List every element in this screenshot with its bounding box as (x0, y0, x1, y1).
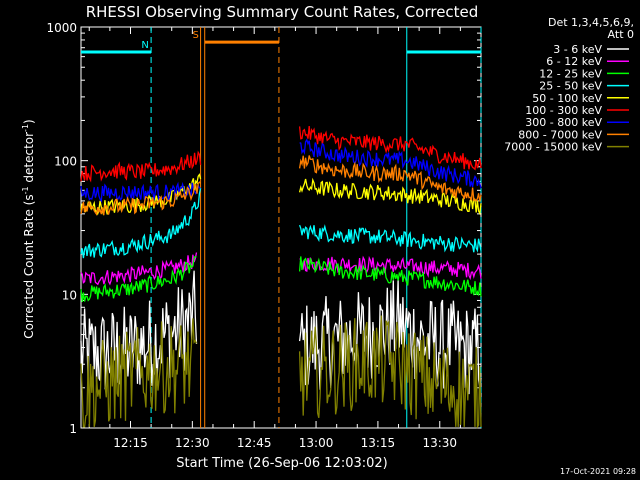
detectors-label: Det 1,3,4,5,6,9, (548, 16, 634, 29)
series-line (298, 155, 482, 202)
y-tick-label: 10 (62, 288, 77, 302)
x-tick-label: 12:30 (175, 436, 210, 450)
flag-label: N (141, 40, 148, 51)
series-line (80, 252, 198, 286)
x-tick-label: 12:45 (237, 436, 272, 450)
legend-label: 800 - 7000 keV (518, 128, 602, 141)
x-tick-label: 13:30 (422, 436, 457, 450)
y-tick-label: 100 (54, 155, 77, 169)
legend-label: 3 - 6 keV (553, 43, 602, 56)
x-tick-label: 12:15 (113, 436, 148, 450)
series-line (298, 256, 482, 297)
series-line (298, 224, 482, 253)
legend-label: 7000 - 15000 keV (504, 141, 602, 154)
flag-label: S (193, 30, 199, 41)
legend-label: 300 - 800 keV (525, 116, 602, 129)
series-line (298, 279, 482, 395)
series-line (298, 315, 482, 429)
chart-title: RHESSI Observing Summary Count Rates, Co… (86, 3, 479, 21)
series-line (80, 256, 197, 302)
legend-label: 100 - 300 keV (525, 104, 602, 117)
legend-label: 6 - 12 keV (546, 55, 602, 68)
series-line (299, 138, 482, 189)
series-line (80, 181, 201, 203)
plot-area: 1 10 100 1000 12:15 12:30 12:45 13:00 13:15 13:30… (46, 21, 482, 450)
series-line (80, 187, 202, 259)
x-axis-label: Start Time (26-Sep-06 12:03:02) (176, 456, 387, 471)
legend-label: 50 - 100 keV (532, 92, 602, 105)
y-tick-label: 1000 (46, 21, 77, 35)
legend-label: 25 - 50 keV (539, 80, 602, 93)
series-line (80, 173, 202, 216)
footer-date: 17-Oct-2021 09:28 (560, 467, 636, 476)
series-line (298, 126, 482, 171)
attenuator-label: Att 0 (608, 28, 634, 41)
x-tick-label: 13:00 (299, 436, 334, 450)
series-line (80, 181, 202, 216)
series-line (80, 318, 198, 428)
legend-label: 12 - 25 keV (539, 67, 602, 80)
series-line (298, 177, 482, 216)
y-axis-label: Corrected Count Rate (s-1 detector-1) (21, 119, 36, 338)
x-tick-label: 13:15 (361, 436, 396, 450)
y-tick-label: 1 (69, 422, 77, 436)
series-line (80, 150, 202, 183)
series-line (299, 255, 482, 281)
